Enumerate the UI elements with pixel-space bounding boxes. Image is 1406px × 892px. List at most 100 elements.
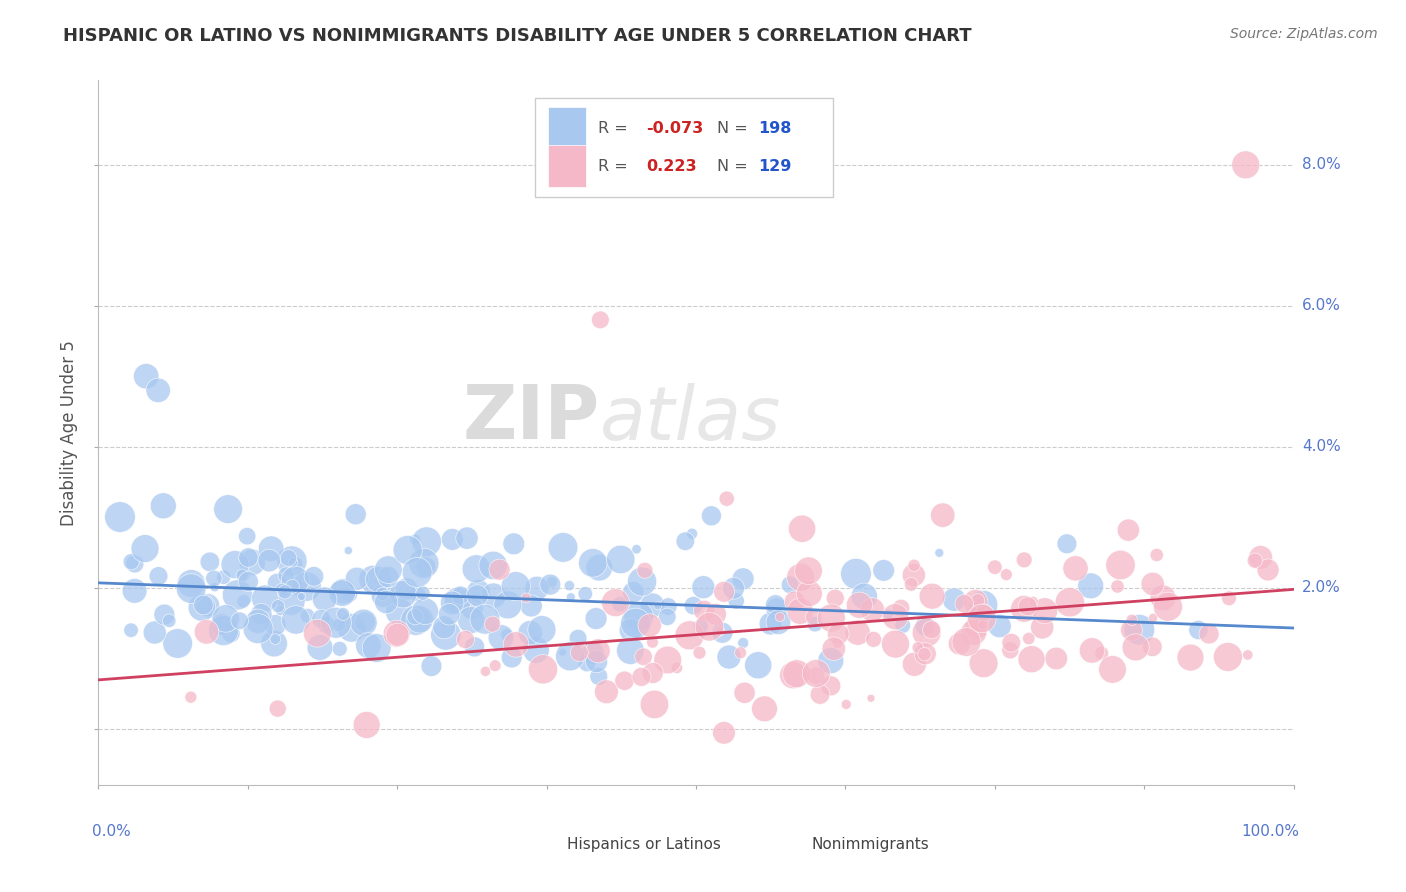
Point [928,546,950,560]
Point [709,624,731,639]
Point [967,593,990,607]
Text: N =: N = [717,120,754,136]
Point [966,620,988,634]
Point [619,643,641,657]
Point [281,555,304,569]
Point [804,668,827,682]
Point [730,646,752,660]
Point [505,637,527,651]
Point [232,594,254,608]
FancyBboxPatch shape [548,145,586,187]
Text: 8.0%: 8.0% [1302,157,1340,172]
Point [678,628,700,642]
Point [1107,579,1129,593]
Point [264,618,287,632]
Point [786,666,808,681]
Point [526,581,548,595]
Point [315,618,337,632]
Point [232,567,254,582]
Point [713,726,735,740]
Point [846,625,869,640]
Point [1033,604,1056,618]
Point [247,622,270,636]
Point [995,567,1018,582]
Point [124,583,146,598]
Point [782,668,804,682]
Point [195,624,218,639]
Point [212,570,235,584]
Point [574,587,596,601]
Point [634,563,657,577]
Point [531,662,554,676]
Point [281,554,304,568]
Point [408,612,430,626]
Point [733,636,755,650]
Text: 2.0%: 2.0% [1302,580,1340,595]
Point [820,611,842,625]
Text: Hispanics or Latinos: Hispanics or Latinos [567,837,721,852]
Point [467,584,489,599]
Point [434,628,457,642]
Point [124,557,146,571]
Text: 0.0%: 0.0% [93,823,131,838]
Point [354,615,377,629]
Point [754,702,776,716]
Point [890,601,912,615]
Point [524,643,547,657]
Point [474,665,496,679]
Point [1056,537,1078,551]
Point [682,599,704,613]
Point [820,654,842,668]
Point [307,626,329,640]
Point [274,585,297,599]
Point [560,590,582,604]
Point [657,610,679,624]
Point [605,596,627,610]
FancyBboxPatch shape [548,107,586,149]
Point [284,573,307,587]
Point [779,578,801,592]
Point [723,582,745,596]
Point [328,618,350,632]
Point [973,606,995,620]
Point [972,598,994,612]
Point [474,612,496,626]
Point [284,613,307,627]
Point [582,556,605,570]
Point [373,565,395,579]
Point [624,616,647,631]
Point [613,673,636,688]
Point [860,603,883,617]
Point [768,615,790,630]
Point [280,594,302,608]
Point [367,572,389,586]
Point [1152,591,1174,605]
Point [180,582,202,596]
Point [609,597,631,611]
Point [228,614,250,628]
Point [395,582,418,596]
Point [297,608,319,623]
Point [630,670,652,684]
Point [953,597,976,611]
Point [711,625,734,640]
Point [884,609,907,624]
Point [638,618,661,632]
Point [271,583,294,598]
Text: ZIP: ZIP [463,382,600,455]
Point [290,590,312,604]
Point [285,556,308,570]
Point [332,607,354,621]
Point [1236,648,1258,662]
Point [725,594,748,608]
Point [263,636,285,650]
Point [257,553,280,567]
Point [970,611,993,625]
Point [357,639,380,653]
Point [215,611,238,625]
Point [502,537,524,551]
Point [988,619,1011,633]
Point [965,595,987,609]
Point [277,551,299,566]
Point [412,586,434,600]
